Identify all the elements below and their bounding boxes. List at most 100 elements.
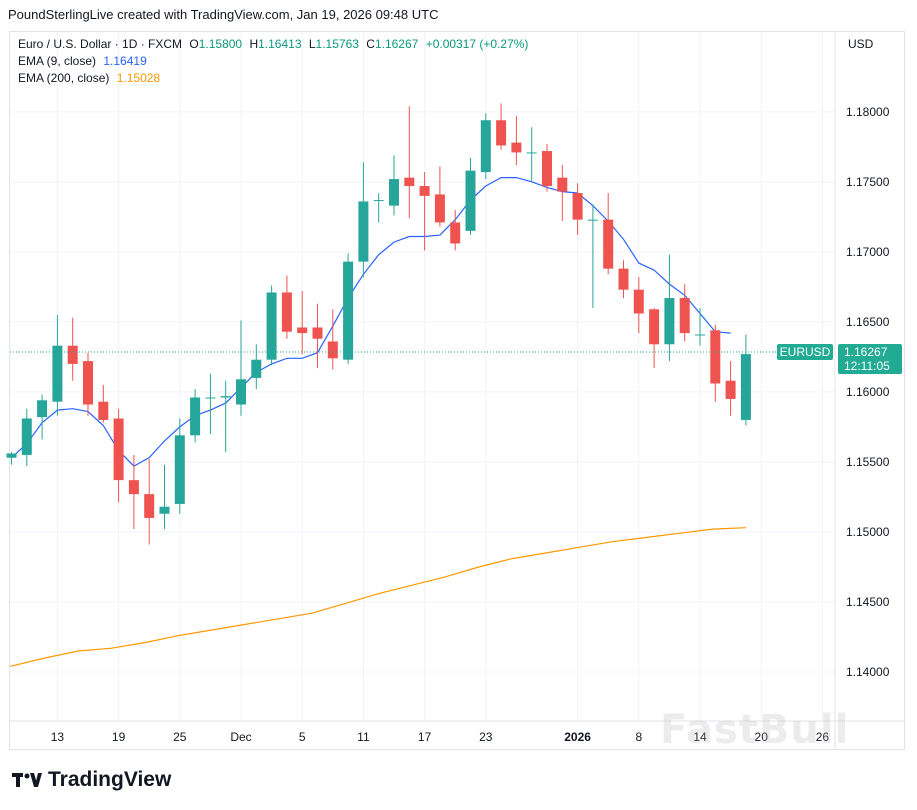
candle-body [695, 334, 705, 336]
candle-body [83, 361, 93, 405]
legend-ema9-row[interactable]: EMA (9, close) 1.16419 [18, 53, 528, 70]
chart-legend: Euro / U.S. Dollar · 1D · FXCM O1.15800 … [18, 36, 528, 87]
candle-body [480, 120, 491, 173]
price-tick-label: 1.14000 [846, 665, 890, 679]
ema-200-layer [9, 527, 746, 667]
legend-ema200-row[interactable]: EMA (200, close) 1.15028 [18, 70, 528, 87]
candle-body [618, 268, 629, 290]
tradingview-mark-icon [12, 773, 42, 787]
candle-body [526, 152, 537, 154]
candle-body [465, 170, 476, 231]
change-value: +0.00317 (+0.27%) [425, 37, 529, 51]
candle-body [312, 327, 323, 339]
candle-body [419, 186, 430, 196]
candle-body [542, 151, 552, 187]
ema9-value: 1.16419 [103, 54, 147, 68]
candle-body [113, 418, 124, 481]
chart-caption: PoundSterlingLive created with TradingVi… [8, 7, 439, 22]
time-tick-label: 25 [173, 730, 187, 744]
time-tick-label: 26 [816, 730, 830, 744]
time-tick-label: 13 [51, 730, 65, 744]
time-tick-label: Dec [230, 730, 251, 744]
ema200-value: 1.15028 [116, 71, 161, 85]
candle-body [450, 222, 461, 244]
currency-button[interactable]: USD [848, 36, 874, 51]
time-tick-label: 8 [635, 730, 642, 744]
ema9-label: EMA (9, close) [18, 54, 97, 68]
time-axis: 13 19 25 Dec 5 11 17 23 2026 8 14 20 26 [10, 720, 905, 744]
candle-body [327, 341, 338, 359]
price-tick-label: 1.15500 [846, 455, 890, 469]
price-tick-label: 1.17500 [846, 175, 890, 189]
price-tick-label: 1.17000 [846, 245, 890, 259]
candle-body [190, 397, 201, 436]
candle-body [679, 298, 690, 334]
candle-body [67, 345, 78, 364]
last-price-tag: 1.16267 12:11:05 [838, 344, 902, 374]
candle-body [404, 177, 415, 187]
candle-body [52, 345, 63, 402]
symbol-price-tag: EURUSD [777, 344, 833, 360]
candle-body [236, 379, 246, 405]
low-value: 1.15763 [315, 37, 359, 51]
bar-countdown: 12:11:05 [844, 359, 890, 373]
candle-body [710, 330, 721, 384]
last-price-value: 1.16267 [844, 345, 888, 359]
candle-body [496, 120, 507, 146]
candle-body [6, 453, 17, 458]
chart-frame [9, 31, 905, 750]
candle-body [21, 418, 32, 455]
candle-body [128, 480, 139, 495]
price-tick-label: 1.16000 [846, 385, 890, 399]
price-axis: 1.14000 1.14500 1.15000 1.15500 1.16000 1.165… [834, 31, 890, 750]
high-label: H [249, 37, 259, 51]
candle-body [297, 327, 308, 334]
watermark-logo: FastBull [660, 707, 850, 753]
candle-body [664, 298, 675, 345]
time-tick-label: 23 [479, 730, 493, 744]
price-tick-label: 1.16500 [846, 315, 890, 329]
candle-body [572, 193, 583, 220]
time-tick-label: 5 [299, 730, 306, 744]
candle-body [343, 261, 354, 360]
time-tick-label: 2026 [564, 730, 591, 744]
legend-ohlc-row: Euro / U.S. Dollar · 1D · FXCM O1.15800 … [18, 36, 528, 53]
ema200-label: EMA (200, close) [18, 71, 110, 85]
candle-body [587, 219, 598, 221]
candle-body [159, 506, 170, 514]
candle-body [740, 354, 751, 420]
close-value: 1.16267 [374, 37, 419, 51]
time-tick-label: 11 [357, 730, 370, 744]
open-label: O [189, 37, 199, 51]
candle-body [434, 194, 445, 223]
candle-body [649, 309, 660, 345]
tradingview-logo[interactable]: TradingView [12, 768, 171, 792]
candle-body [389, 179, 399, 206]
candle-body [725, 380, 736, 399]
time-tick-label: 20 [755, 730, 769, 744]
candle-body [205, 397, 216, 399]
candle-body [633, 289, 644, 314]
candle-body [557, 177, 568, 192]
time-tick-label: 17 [418, 730, 432, 744]
price-tick-label: 1.18000 [846, 105, 890, 119]
candle-body [98, 401, 109, 420]
candle-body [373, 200, 384, 202]
candle-body [358, 201, 369, 262]
high-value: 1.16413 [258, 37, 302, 51]
close-label: C [366, 37, 375, 51]
candle-body [37, 400, 48, 418]
candle-body [511, 142, 522, 153]
price-tick-label: 1.14500 [846, 595, 890, 609]
candle-body [220, 396, 231, 398]
candle-body [603, 219, 614, 269]
low-label: L [308, 37, 316, 51]
price-tick-label: 1.15000 [846, 525, 890, 539]
candle-body [174, 435, 185, 504]
candle-body [251, 359, 262, 378]
candle-body [281, 292, 292, 332]
open-value: 1.15800 [198, 37, 243, 51]
candle-body [266, 292, 277, 360]
candle-body [144, 494, 155, 518]
